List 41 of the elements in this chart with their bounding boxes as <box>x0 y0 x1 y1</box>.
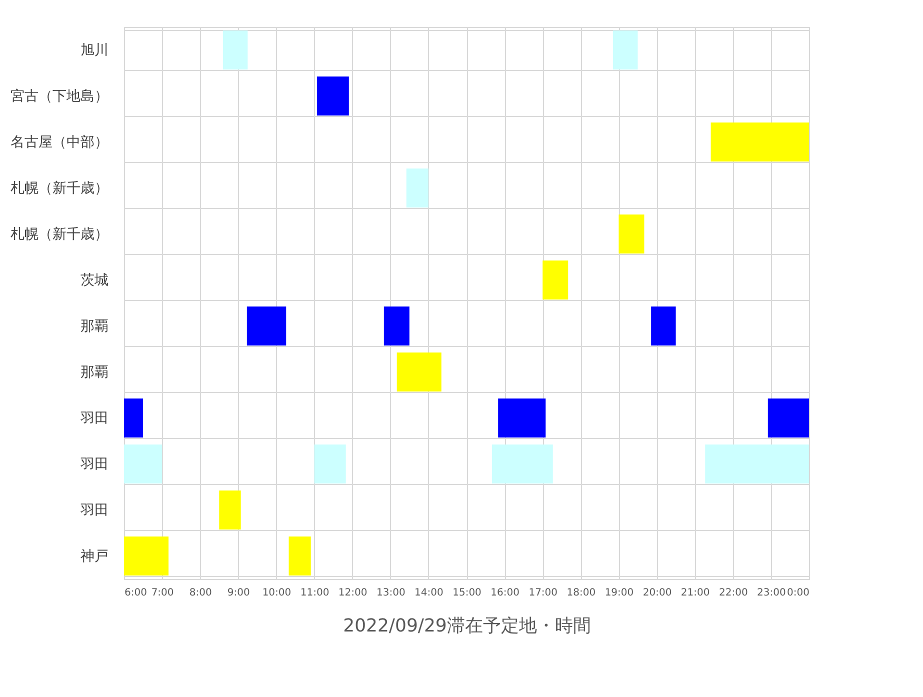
x-tick-label: 22:00 <box>718 588 748 598</box>
x-tick-label: 9:00 <box>227 588 250 598</box>
bar <box>705 444 809 484</box>
x-tick-label: 20:00 <box>642 588 672 598</box>
x-tick-label: 7:00 <box>151 588 174 598</box>
y-tick-label: 名古屋（中部） <box>10 134 108 150</box>
x-tick-label: 6:00 <box>124 588 147 598</box>
bar <box>618 214 644 254</box>
x-tick-label: 10:00 <box>262 588 292 598</box>
x-tick-label: 15:00 <box>452 588 482 598</box>
y-tick-label: 那覇 <box>80 364 108 380</box>
y-tick-label: 羽田 <box>80 502 108 518</box>
y-tick-label: 旭川 <box>80 42 108 58</box>
y-tick-label: 那覇 <box>80 318 108 334</box>
y-tick-label: 神戸 <box>80 548 108 564</box>
x-tick-label: 21:00 <box>680 588 710 598</box>
x-tick-label: 19:00 <box>604 588 634 598</box>
x-tick-label: 12:00 <box>338 588 368 598</box>
y-tick-label: 茨城 <box>80 272 108 288</box>
y-tick-label: 札幌（新千歳） <box>10 180 108 196</box>
x-tick-label: 13:00 <box>376 588 406 598</box>
y-tick-label: 札幌（新千歳） <box>10 226 108 242</box>
x-tick-label: 0:00 <box>787 588 810 598</box>
bar <box>710 122 809 162</box>
x-tick-label: 18:00 <box>566 588 596 598</box>
x-tick-label: 11:00 <box>300 588 330 598</box>
x-tick-label: 16:00 <box>490 588 520 598</box>
x-tick-label: 17:00 <box>528 588 558 598</box>
y-tick-label: 羽田 <box>80 456 108 472</box>
bar <box>768 398 809 438</box>
y-tick-label: 羽田 <box>80 410 108 426</box>
bar <box>396 352 442 392</box>
x-tick-label: 23:00 <box>757 588 786 598</box>
bar <box>219 490 241 530</box>
bar <box>651 306 676 346</box>
x-axis-title: 2022/09/29滞在予定地・時間 <box>343 616 591 636</box>
bar <box>542 260 568 300</box>
y-tick-label: 宮古（下地島） <box>10 88 108 104</box>
x-tick-label: 14:00 <box>414 588 444 598</box>
x-tick-label: 8:00 <box>189 588 212 598</box>
bar <box>124 536 169 576</box>
